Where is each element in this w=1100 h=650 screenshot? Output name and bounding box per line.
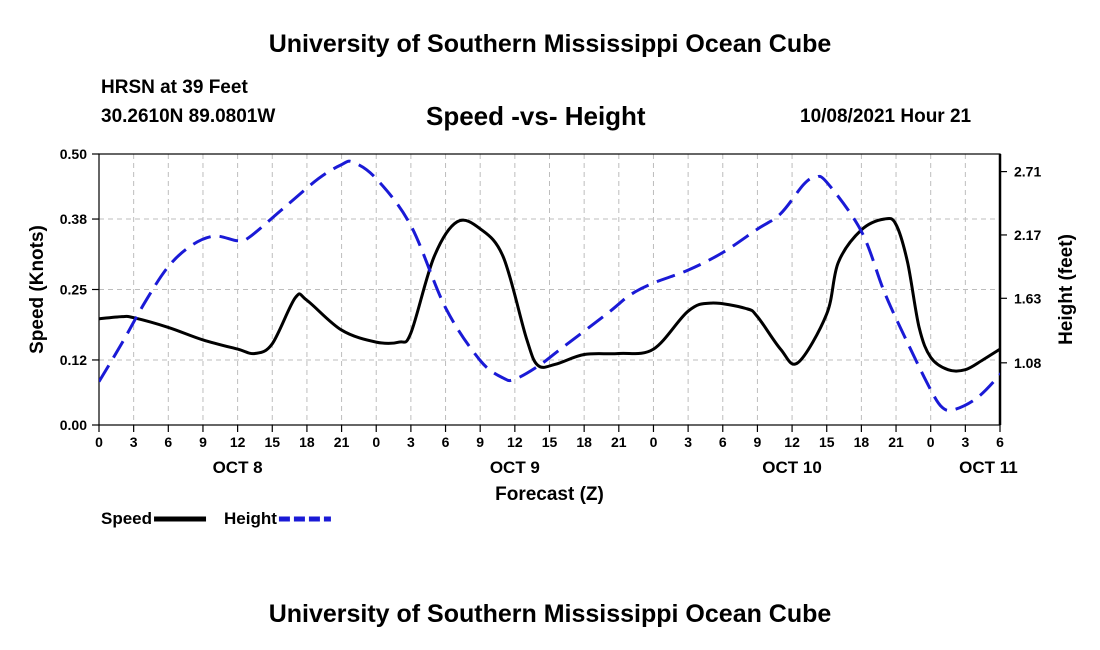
coordinates-label: 30.2610N 89.0801W <box>101 106 276 127</box>
y2-tick-label: 2.71 <box>1014 164 1041 180</box>
y-tick-label: 0.38 <box>60 211 87 227</box>
x-tick-label: 21 <box>334 434 350 450</box>
x-tick-label: 6 <box>164 434 172 450</box>
date-label: OCT 9 <box>490 458 540 477</box>
chart-subtitle: Speed -vs- Height <box>426 101 646 131</box>
x-tick-label: 0 <box>95 434 103 450</box>
date-label: OCT 8 <box>213 458 263 477</box>
y2-axis-title: Height (feet) <box>1056 234 1077 345</box>
x-tick-label: 18 <box>854 434 870 450</box>
y2-tick-label: 2.17 <box>1014 227 1041 243</box>
x-tick-label: 12 <box>230 434 246 450</box>
x-tick-label: 6 <box>996 434 1004 450</box>
y2-tick-label: 1.63 <box>1014 290 1041 306</box>
x-tick-label: 12 <box>507 434 523 450</box>
x-tick-label: 15 <box>542 434 558 450</box>
y-axis-title: Speed (Knots) <box>27 225 48 354</box>
x-tick-label: 18 <box>576 434 592 450</box>
x-tick-label: 18 <box>299 434 315 450</box>
x-tick-label: 9 <box>754 434 762 450</box>
x-tick-label: 15 <box>819 434 835 450</box>
x-tick-label: 0 <box>372 434 380 450</box>
y-tick-label: 0.12 <box>60 352 87 368</box>
x-tick-label: 12 <box>784 434 800 450</box>
x-tick-label: 0 <box>927 434 935 450</box>
x-tick-label: 6 <box>719 434 727 450</box>
y-tick-label: 0.25 <box>60 282 87 298</box>
y-tick-label: 0.50 <box>60 146 87 162</box>
x-tick-label: 6 <box>442 434 450 450</box>
chart-title-bottom: University of Southern Mississippi Ocean… <box>268 600 832 628</box>
chart-title-top: University of Southern Mississippi Ocean… <box>268 30 832 58</box>
forecast-datetime: 10/08/2021 Hour 21 <box>800 106 972 127</box>
speed-series-line <box>99 216 1000 373</box>
x-tick-label: 9 <box>199 434 207 450</box>
date-label: OCT 11 <box>959 458 1018 477</box>
x-tick-label: 9 <box>476 434 484 450</box>
date-label: OCT 10 <box>762 458 822 477</box>
y2-tick-label: 1.08 <box>1014 355 1041 371</box>
legend-label-height: Height <box>224 509 277 528</box>
y-tick-label: 0.00 <box>60 417 87 433</box>
x-tick-label: 15 <box>264 434 280 450</box>
station-label: HRSN at 39 Feet <box>101 77 248 98</box>
legend-label-speed: Speed <box>101 509 152 528</box>
x-axis-title: Forecast (Z) <box>495 484 604 505</box>
x-tick-label: 3 <box>407 434 415 450</box>
x-tick-label: 3 <box>961 434 969 450</box>
x-tick-label: 21 <box>611 434 627 450</box>
x-tick-label: 3 <box>684 434 692 450</box>
x-tick-label: 0 <box>650 434 658 450</box>
x-tick-label: 3 <box>130 434 138 450</box>
x-tick-label: 21 <box>888 434 904 450</box>
